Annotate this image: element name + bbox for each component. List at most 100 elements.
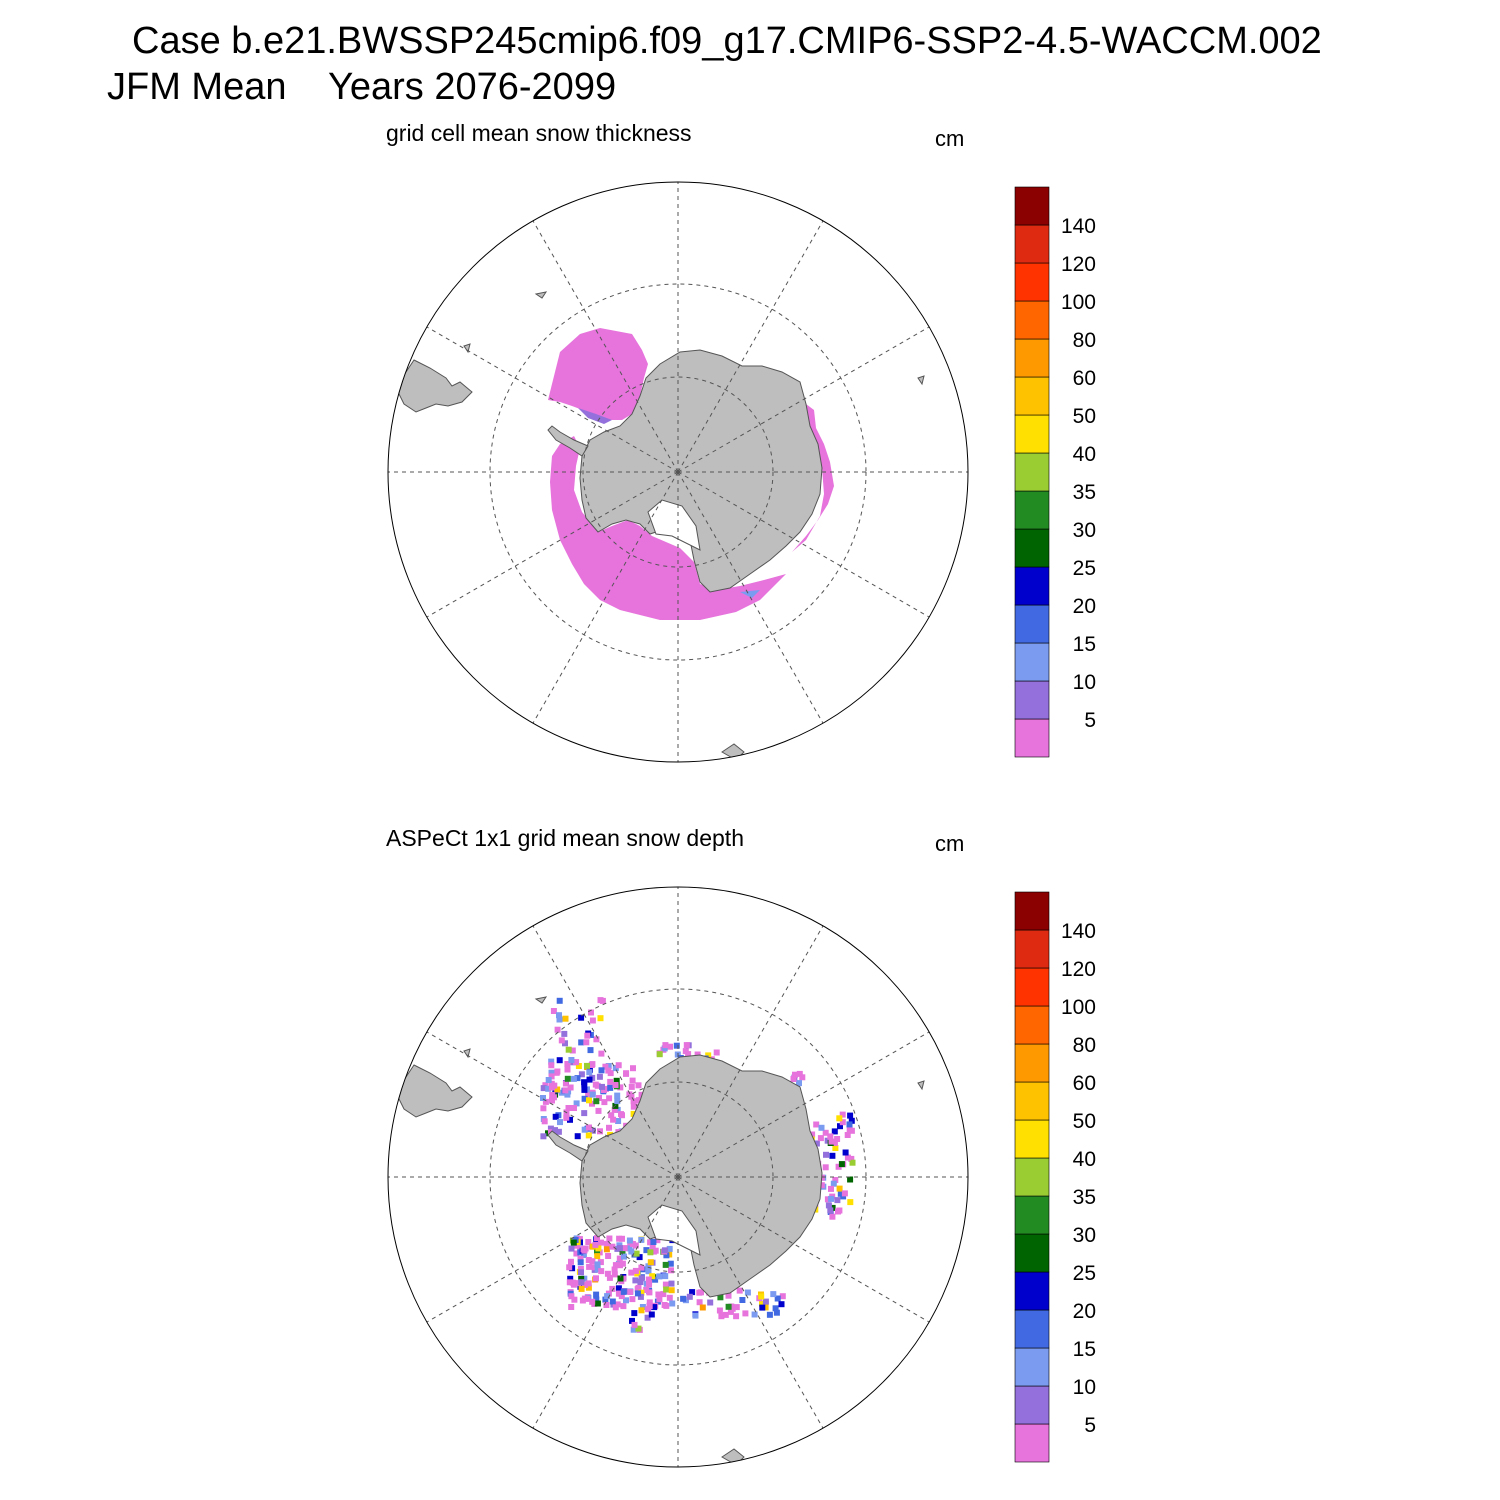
island-land <box>534 996 548 1004</box>
obs-cell <box>667 1043 673 1050</box>
obs-cell <box>615 1062 622 1069</box>
obs-cell <box>662 1247 668 1254</box>
obs-cell <box>656 1296 663 1303</box>
snow-field-ross-amundsen <box>550 436 786 620</box>
obs-cell <box>824 1196 831 1203</box>
colorbar-tick-label: 50 <box>1073 1110 1096 1133</box>
obs-cell <box>564 1075 571 1082</box>
panel1-map-content <box>388 182 968 762</box>
obs-cell <box>838 1161 845 1168</box>
colorbar-tick-label: 40 <box>1073 1148 1096 1171</box>
colorbar-tick-label: 140 <box>1061 215 1096 238</box>
obs-cell <box>725 1303 732 1310</box>
obs-cell <box>739 1297 746 1303</box>
obs-cell <box>629 1077 636 1084</box>
obs-cell <box>598 1050 605 1057</box>
latitude-circle <box>582 376 774 568</box>
obs-cell <box>725 1292 732 1299</box>
meridian-line <box>532 220 679 473</box>
meridian-line <box>677 925 824 1178</box>
obs-cell <box>822 1164 829 1171</box>
obs-cell <box>630 1098 637 1105</box>
obs-cell <box>633 1250 640 1257</box>
colorbar-tick-label: 30 <box>1073 519 1096 542</box>
panel2-units: cm <box>935 831 965 856</box>
obs-cell <box>689 1289 696 1296</box>
obs-cell <box>668 1287 675 1294</box>
obs-cell <box>770 1291 777 1298</box>
obs-cell <box>727 1308 734 1315</box>
colorbar-swatch <box>1014 224 1050 264</box>
obs-cell <box>563 1114 570 1121</box>
obs-cell <box>554 1086 561 1093</box>
obs-cell <box>598 1268 605 1275</box>
obs-cell <box>699 1304 706 1311</box>
obs-cells <box>540 997 856 1333</box>
obs-cell <box>554 1068 561 1075</box>
colorbar-swatch <box>1014 604 1050 644</box>
latitude-circle <box>582 1081 774 1273</box>
obs-cell <box>647 1249 654 1256</box>
snow-field-east-antarctic <box>792 404 834 552</box>
obs-cell <box>617 1275 624 1282</box>
obs-cell <box>556 1057 563 1064</box>
obs-cell <box>621 1253 627 1260</box>
obs-cell <box>638 1264 645 1271</box>
obs-cell <box>630 1065 636 1072</box>
obs-cell <box>584 1295 591 1302</box>
obs-cell <box>631 1321 638 1328</box>
obs-cell <box>573 1242 580 1249</box>
obs-cell <box>556 1012 562 1019</box>
obs-cell <box>832 1177 839 1183</box>
obs-cell <box>603 1246 610 1253</box>
obs-cell <box>744 1289 751 1296</box>
obs-cell <box>643 1247 650 1254</box>
obs-cell <box>644 1314 651 1321</box>
obs-cell <box>632 1267 639 1274</box>
obs-cell <box>602 1296 609 1303</box>
graticule <box>388 887 968 1467</box>
colorbar-tick-label: 5 <box>1084 1414 1096 1437</box>
obs-cell <box>574 1133 581 1140</box>
obs-cell <box>605 1063 612 1069</box>
colorbar-tick-label: 40 <box>1073 443 1096 466</box>
panel1-units: cm <box>935 126 965 151</box>
obs-cell <box>669 1300 676 1307</box>
obs-cell <box>541 1118 548 1125</box>
obs-cell <box>575 1063 582 1069</box>
colorbar-tick-label: 100 <box>1061 291 1096 314</box>
colorbar-tick-label: 10 <box>1073 671 1096 694</box>
colorbar-swatch <box>1014 718 1050 758</box>
obs-cell <box>615 1118 622 1124</box>
obs-cell <box>568 1245 575 1252</box>
obs-cell <box>597 997 604 1004</box>
obs-cell <box>603 1302 610 1308</box>
obs-cell <box>577 1256 584 1262</box>
figure-title-line2: JFM Mean Years 2076-2099 <box>107 66 617 108</box>
obs-cell <box>635 1325 642 1332</box>
south-america-land <box>397 1064 473 1118</box>
obs-cell <box>619 1249 626 1256</box>
obs-cell <box>586 1124 592 1131</box>
obs-cell <box>847 1176 854 1183</box>
obs-cell <box>598 1067 605 1074</box>
obs-cell <box>607 1070 614 1077</box>
obs-cell <box>578 1285 585 1292</box>
obs-cell <box>548 1062 555 1069</box>
obs-cell <box>615 1285 622 1292</box>
obs-cell <box>569 1047 576 1054</box>
meridian-line <box>426 1176 679 1323</box>
colorbar-swatch <box>1014 642 1050 682</box>
obs-cell <box>668 1280 675 1287</box>
obs-cell <box>696 1299 703 1306</box>
obs-cell <box>629 1296 636 1303</box>
obs-cell <box>830 1180 837 1187</box>
colorbar-tick-label: 20 <box>1073 595 1096 618</box>
obs-cell <box>586 1076 593 1083</box>
snow-patch-purple <box>578 408 612 424</box>
obs-cell <box>593 1098 600 1105</box>
obs-cell <box>650 1239 657 1245</box>
obs-cell <box>680 1295 687 1302</box>
obs-cell <box>570 1075 577 1082</box>
colorbar-tick-label: 25 <box>1073 1262 1096 1285</box>
